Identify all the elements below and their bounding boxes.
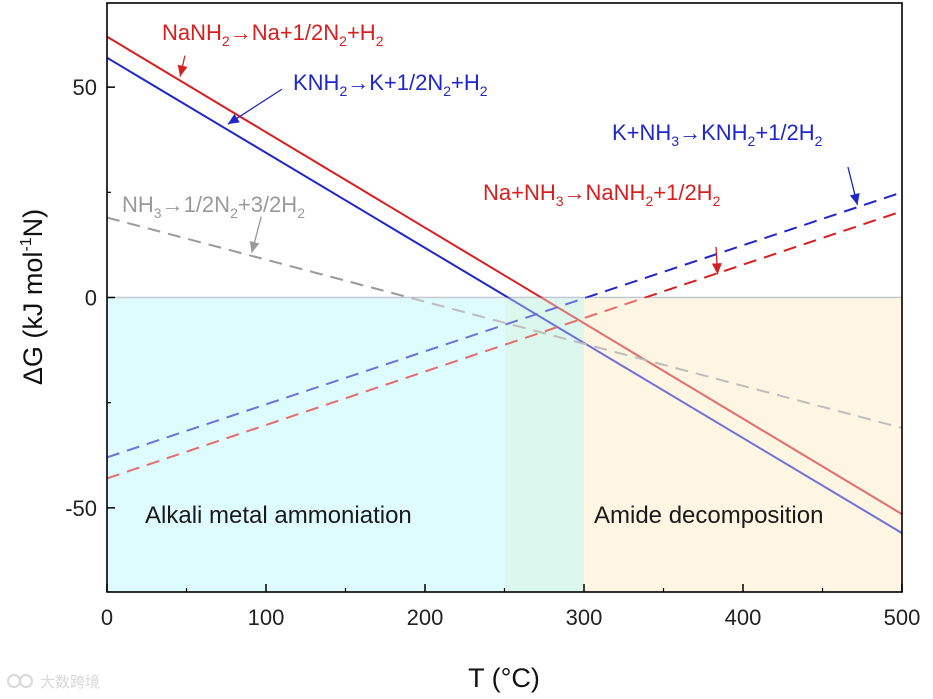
x-tick-label: 400: [725, 605, 762, 630]
arrow-head-4: [711, 263, 722, 275]
watermark-logo-icon-2: [19, 674, 33, 688]
annotation-nh3-decomposition: NH3→1/2N2+3/2H2: [122, 192, 305, 221]
region-label-ammoniation: Alkali metal ammoniation: [145, 502, 412, 529]
annotation-na-ammoniation: Na+NH3→NaNH2+1/2H2: [483, 180, 721, 209]
watermark-logo-icon: [7, 674, 21, 688]
annotation-nanh2-decomposition: NaNH2→Na+1/2N2+H2: [162, 20, 384, 49]
arrow-head-3: [849, 193, 860, 205]
x-tick-label: 100: [248, 605, 285, 630]
region-label-decomposition: Amide decomposition: [594, 502, 823, 529]
arrow-head-2: [249, 240, 260, 253]
y-tick-label: 0: [85, 286, 97, 311]
region-wash: [107, 297, 902, 592]
y-tick-label: -50: [65, 496, 97, 521]
y-tick-label: 50: [73, 75, 97, 100]
x-tick-label: 0: [101, 605, 113, 630]
arrow-head-0: [177, 64, 188, 77]
series-line-k-ammoniation: [107, 191, 902, 459]
series-line-na-ammoniation: [107, 210, 902, 480]
annotation-k-ammoniation: K+NH3→KNH2+1/2H2: [612, 120, 823, 149]
y-axis-title: ΔG (kJ mol-1N): [18, 209, 48, 385]
watermark: 大数跨境: [7, 673, 100, 691]
series-layer: [107, 35, 902, 592]
region-1: [506, 297, 584, 592]
annotation-arrows: [177, 55, 860, 275]
annotation-knh2-decomposition: KNH2→K+1/2N2+H2: [293, 70, 488, 99]
x-tick-label: 500: [884, 605, 921, 630]
region-2: [584, 297, 902, 592]
background-regions: [107, 297, 902, 592]
watermark-text: 大数跨境: [40, 673, 100, 691]
region-0: [107, 297, 507, 592]
x-tick-label: 200: [407, 605, 444, 630]
arrow-head-1: [227, 113, 240, 125]
x-axis-title: T (°C): [468, 663, 540, 693]
x-tick-label: 300: [566, 605, 603, 630]
series-line-nh3-decomposition: [107, 216, 902, 429]
axis-ticks: 0 100 200 300 400 500 -50 0 50: [65, 75, 920, 630]
series-line-knh2-decomposition: [107, 56, 902, 534]
